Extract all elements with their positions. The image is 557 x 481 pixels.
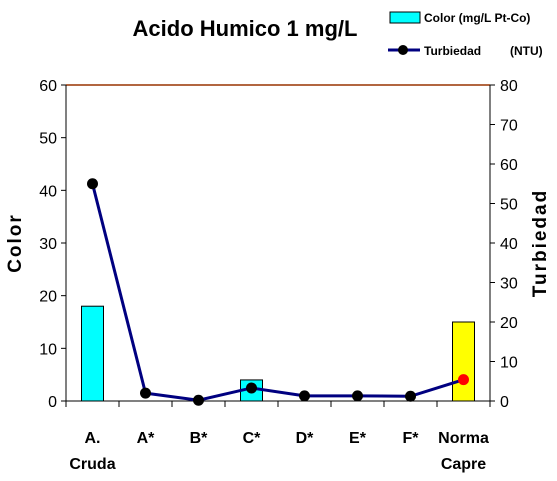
legend-unit-turbiedad: (NTU) bbox=[510, 44, 543, 58]
point bbox=[246, 382, 257, 394]
point bbox=[87, 178, 98, 190]
y-right-tick-label: 30 bbox=[500, 276, 518, 293]
legend-swatch-color bbox=[389, 11, 421, 24]
y-right-axis-title: Turbiedad bbox=[530, 189, 551, 297]
y-right-tick-label: 40 bbox=[500, 236, 518, 253]
x-tick-label: Cruda bbox=[69, 456, 115, 473]
x-tick-label: E* bbox=[349, 430, 367, 447]
y-right-tick-label: 0 bbox=[500, 394, 509, 411]
y-left-tick-label: 40 bbox=[39, 183, 57, 200]
legend-label-turbiedad: Turbiedad bbox=[424, 44, 481, 58]
y-right-tick-label: 10 bbox=[500, 355, 518, 372]
point bbox=[458, 374, 469, 386]
bar bbox=[452, 321, 475, 402]
point bbox=[140, 387, 151, 399]
y-left-tick-label: 50 bbox=[39, 131, 57, 148]
y-left-tick-label: 60 bbox=[39, 78, 57, 95]
point bbox=[193, 394, 204, 406]
point bbox=[352, 390, 363, 402]
y-right-tick-label: 70 bbox=[500, 118, 518, 135]
x-tick-label: D* bbox=[296, 430, 315, 447]
x-tick-label: B* bbox=[190, 430, 209, 447]
y-left-tick-label: 20 bbox=[39, 289, 57, 306]
plot-area: 0 10 20 30 40 50 60 0 10 20 30 40 50 60 70 80 A. Cruda A* B… bbox=[39, 78, 518, 473]
chart-title: Acido Humico 1 mg/L bbox=[133, 16, 358, 41]
legend-label-color: Color (mg/L Pt-Co) bbox=[424, 11, 530, 25]
y-right-tick-label: 80 bbox=[500, 78, 518, 95]
bar bbox=[81, 305, 104, 402]
point bbox=[405, 390, 416, 402]
x-tick-label: A. bbox=[85, 430, 101, 447]
x-tick-label: Norma bbox=[438, 430, 489, 447]
x-tick-label: Capre bbox=[441, 456, 486, 473]
y-left-axis-title: Color bbox=[5, 213, 26, 273]
line-turbiedad bbox=[91, 183, 464, 402]
x-tick-label: A* bbox=[137, 430, 156, 447]
y-right-tick-label: 60 bbox=[500, 157, 518, 174]
y-right-tick-label: 50 bbox=[500, 197, 518, 214]
legend: Color (mg/L Pt-Co) Turbiedad (NTU) bbox=[388, 11, 543, 58]
y-right-tick-label: 20 bbox=[500, 315, 518, 332]
y-left-tick-label: 30 bbox=[39, 236, 57, 253]
legend-marker-turbiedad bbox=[398, 45, 408, 55]
point bbox=[299, 390, 310, 402]
x-tick-label: C* bbox=[243, 430, 262, 447]
y-left-tick-label: 10 bbox=[39, 341, 57, 358]
x-tick-label: F* bbox=[403, 430, 420, 447]
y-left-tick-label: 0 bbox=[48, 394, 57, 411]
